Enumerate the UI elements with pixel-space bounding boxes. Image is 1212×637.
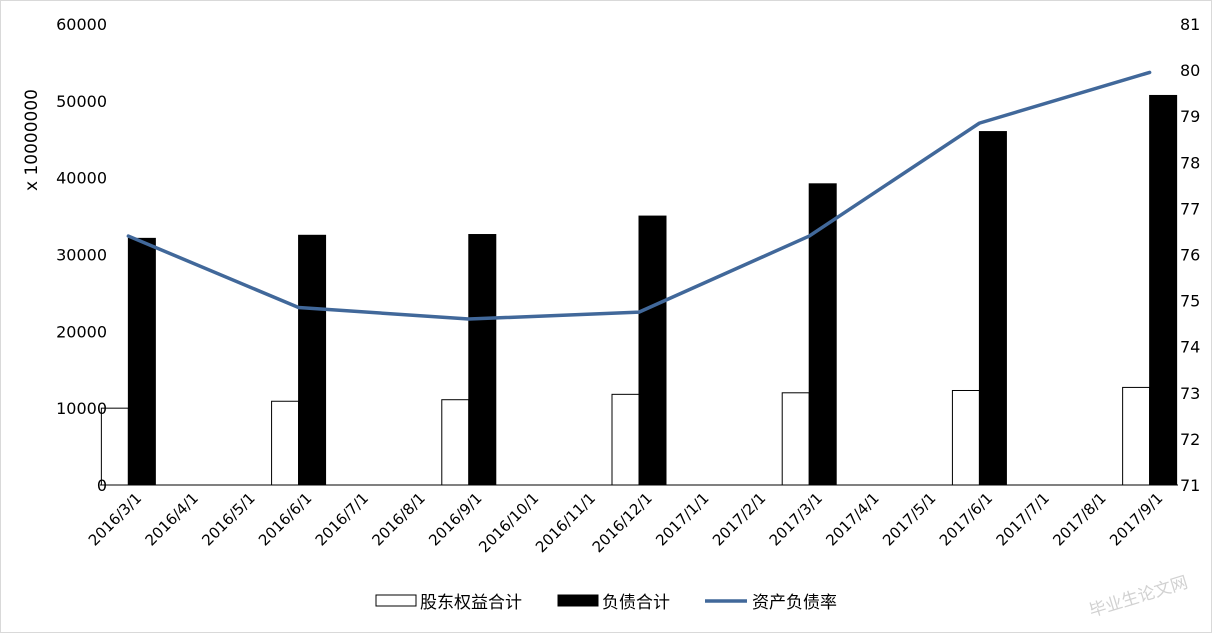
bar-liability: [468, 234, 497, 486]
y2-tick-label: 80: [1180, 61, 1200, 80]
y-tick-label: 40000: [56, 169, 107, 188]
bar-equity: [100, 407, 129, 486]
y-tick-label: 0: [97, 476, 107, 495]
y-tick-label: 20000: [56, 322, 107, 341]
bar-equity: [611, 393, 640, 486]
line-layer: [126, 70, 1152, 321]
bar-liability: [638, 215, 667, 486]
bar-liability: [978, 131, 1007, 486]
y2-tick-label: 79: [1180, 107, 1200, 126]
y2-tick-label: 77: [1180, 199, 1200, 218]
y2-tick-label: 78: [1180, 153, 1200, 172]
bar-liability: [298, 234, 327, 486]
legend-label: 负债合计: [602, 593, 670, 613]
y2-tick-label: 74: [1180, 338, 1200, 357]
legend-swatch: [557, 594, 599, 607]
y2-tick-label: 81: [1180, 15, 1200, 34]
y2-tick-label: 73: [1180, 384, 1200, 403]
y-tick-label: 50000: [56, 92, 107, 111]
bar-equity: [271, 400, 300, 486]
legend-item-equity: 股东权益合计: [375, 593, 522, 613]
bar-liability: [1149, 94, 1178, 486]
y2-tick-label: 72: [1180, 430, 1200, 449]
line-debt-ratio: [126, 70, 1152, 321]
legend-swatch: [375, 594, 417, 607]
y-axis-ticks: 0 10000 20000 30000 40000 50000 60000: [56, 15, 107, 495]
bar-equity: [1122, 386, 1151, 486]
y-tick-label: 60000: [56, 15, 107, 34]
bar-equity: [441, 399, 470, 486]
bars-layer: [100, 94, 1178, 486]
legend: 股东权益合计 负债合计 资产负债率: [375, 593, 837, 613]
bar-equity: [951, 389, 980, 486]
bar-liability: [127, 237, 156, 486]
bar-equity: [781, 392, 810, 486]
y2-tick-label: 71: [1180, 476, 1200, 495]
y-tick-label: 30000: [56, 246, 107, 265]
y2-tick-label: 76: [1180, 246, 1200, 265]
legend-item-liability: 负债合计: [557, 593, 670, 613]
y-axis-label: x 10000000: [22, 89, 42, 191]
y2-tick-label: 75: [1180, 292, 1200, 311]
legend-label: 资产负债率: [752, 593, 837, 613]
y2-axis-ticks: 71 72 73 74 75 76 77 78 79 80 81: [1180, 15, 1200, 495]
legend-item-ratio: 资产负债率: [705, 593, 837, 613]
legend-label: 股东权益合计: [420, 593, 522, 613]
y-tick-label: 10000: [56, 399, 107, 418]
